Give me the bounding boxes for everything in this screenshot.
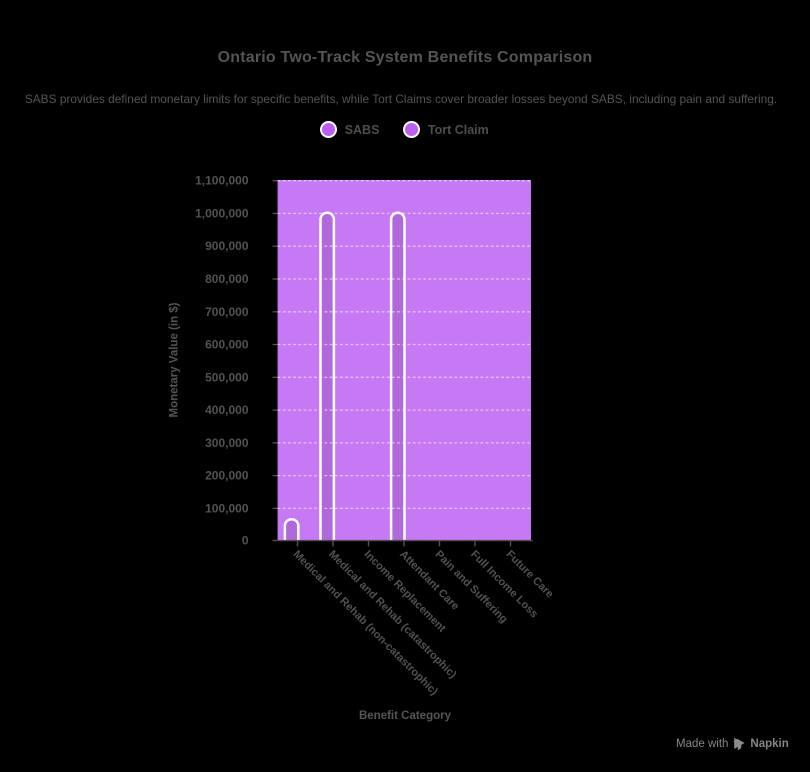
svg-text:1,000,000: 1,000,000 — [195, 206, 249, 220]
svg-text:Medical and Rehab (catastrophi: Medical and Rehab (catastrophic) — [326, 548, 459, 681]
svg-text:0: 0 — [242, 534, 249, 548]
svg-text:Benefit Category: Benefit Category — [359, 710, 452, 722]
svg-text:500,000: 500,000 — [205, 370, 249, 384]
svg-text:Monetary Value (in $): Monetary Value (in $) — [169, 302, 181, 417]
svg-text:200,000: 200,000 — [205, 469, 249, 483]
svg-text:Full Income Loss: Full Income Loss — [468, 548, 540, 620]
svg-text:600,000: 600,000 — [205, 338, 249, 352]
svg-text:400,000: 400,000 — [205, 403, 249, 417]
svg-text:800,000: 800,000 — [205, 272, 249, 286]
svg-text:300,000: 300,000 — [205, 436, 249, 450]
svg-text:900,000: 900,000 — [205, 239, 249, 253]
svg-text:1,100,000: 1,100,000 — [195, 174, 249, 188]
svg-text:700,000: 700,000 — [205, 305, 249, 319]
svg-text:100,000: 100,000 — [205, 501, 249, 515]
